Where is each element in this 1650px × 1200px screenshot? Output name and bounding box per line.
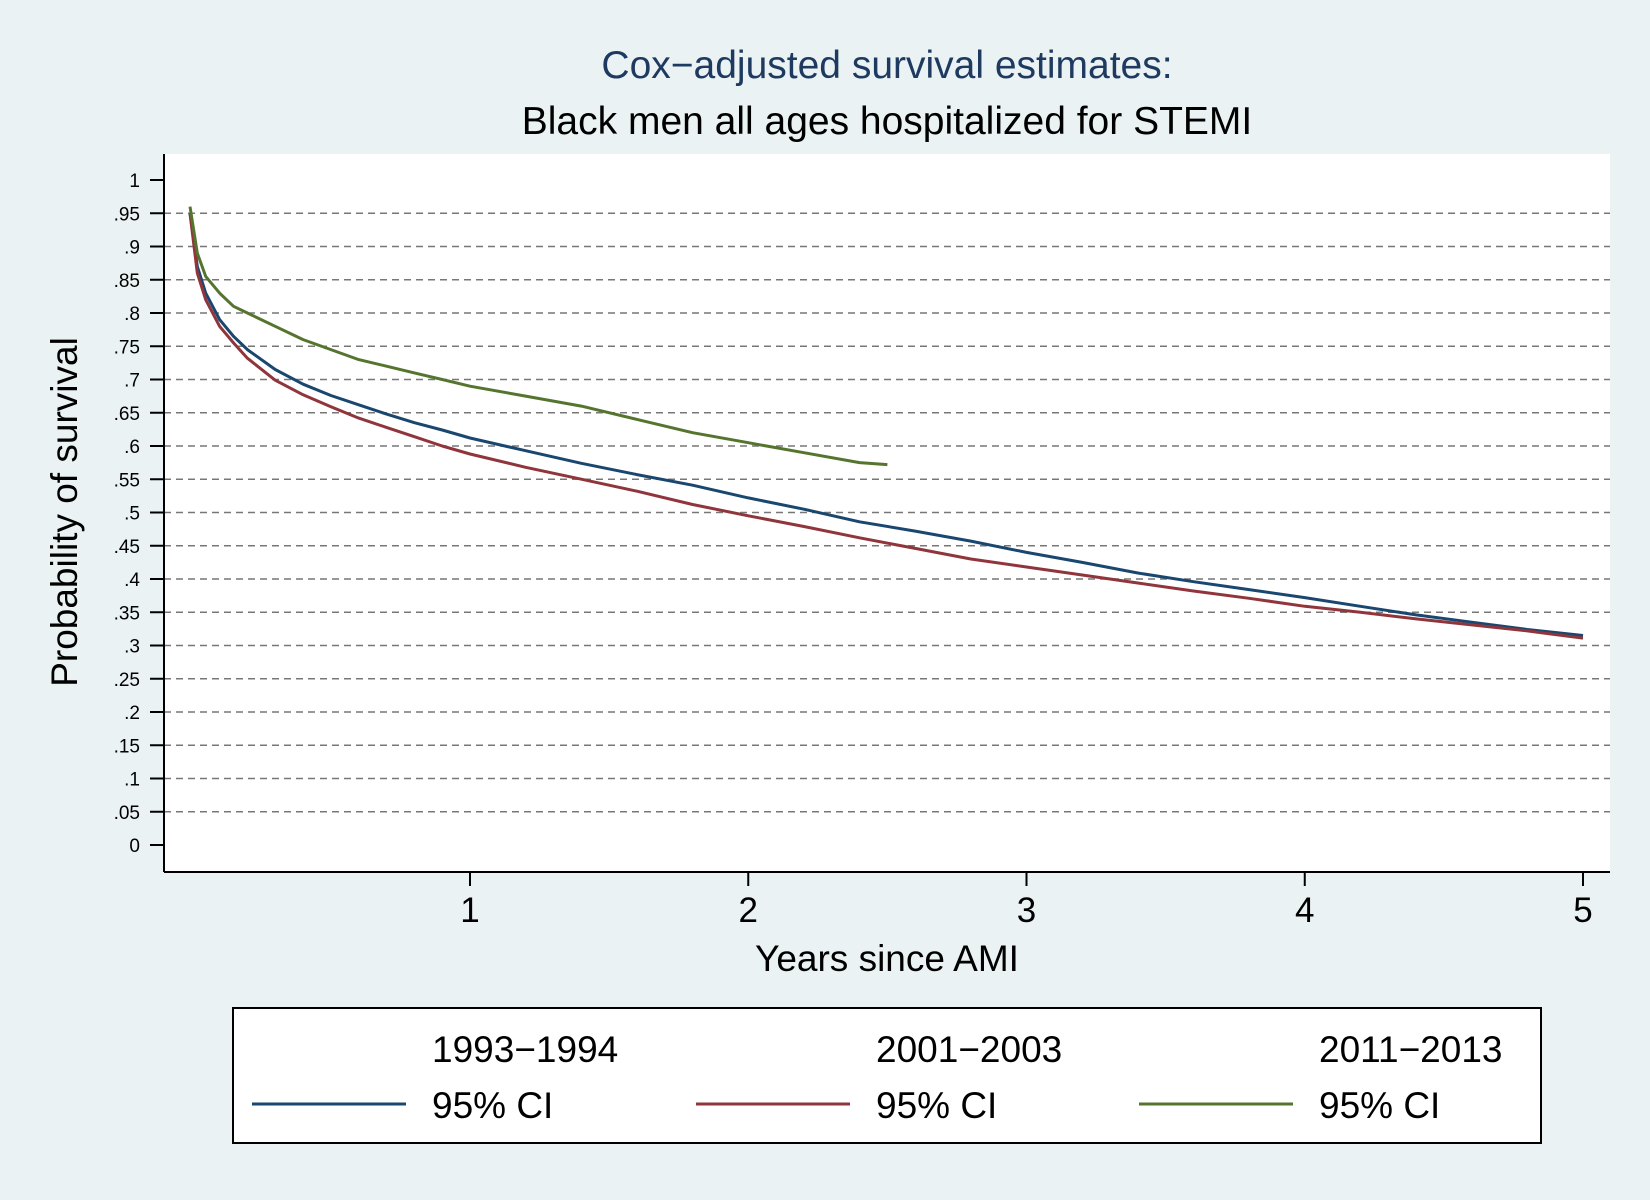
legend-ci-label-1: 95% CI — [432, 1085, 553, 1126]
x-ticks: 1 2 3 4 5 — [460, 872, 1593, 930]
grid-lines — [164, 212, 1610, 813]
y-tick-label: .2 — [124, 703, 140, 724]
x-tick-label: 3 — [1017, 891, 1036, 930]
series-line-2 — [188, 213, 1584, 640]
y-tick-label: 0 — [129, 836, 140, 857]
y-tick-label: .25 — [114, 670, 140, 691]
y-ticks: 0 .05 .1 .15 .2 .25 .3 .35 .4 .45 .5 .55 .6 .65 .7 .75.… — [114, 171, 164, 857]
y-tick-label: .6 — [124, 437, 140, 458]
y-tick-label: 1 — [129, 171, 140, 192]
y-tick-label: .5 — [124, 504, 140, 525]
y-tick-label: .7 — [124, 371, 140, 392]
legend-box — [232, 1007, 1542, 1144]
x-axis-label: Years since AMI — [755, 938, 1019, 979]
x-tick-label: 4 — [1295, 891, 1314, 930]
y-tick-label: .35 — [114, 603, 140, 624]
y-tick-label: .4 — [124, 570, 140, 591]
y-tick-label: .8 — [124, 304, 140, 325]
y-axis-label: Probability of survival — [44, 337, 85, 687]
legend-ci-label-2: 95% CI — [876, 1085, 997, 1126]
series-line-3 — [188, 206, 888, 467]
chart-subtitle: Black men all ages hospitalized for STEM… — [522, 100, 1253, 143]
y-tick-label: .75 — [114, 337, 140, 358]
legend-label-1: 1993−1994 — [432, 1029, 618, 1070]
x-tick-label: 2 — [739, 891, 758, 930]
y-tick-label: .65 — [114, 404, 140, 425]
chart-title: Cox−adjusted survival estimates: — [601, 44, 1172, 87]
legend: 1993−1994 95% CI 2001−2003 95% CI 2011−2013 9… — [252, 1029, 1502, 1126]
y-tick-label: .05 — [114, 803, 140, 824]
y-tick-label: .15 — [114, 736, 140, 757]
x-tick-label: 1 — [460, 891, 479, 930]
y-tick-label: .55 — [114, 470, 140, 491]
series-lines — [188, 206, 1584, 640]
y-tick-label: .9 — [124, 238, 140, 259]
y-tick-label: .95 — [114, 204, 140, 225]
y-tick-label: .45 — [114, 537, 140, 558]
y-tick-label: .1 — [124, 770, 140, 791]
x-tick-label: 5 — [1573, 891, 1592, 930]
legend-ci-label-3: 95% CI — [1319, 1085, 1440, 1126]
legend-label-2: 2001−2003 — [876, 1029, 1062, 1070]
y-tick-label: .85 — [114, 271, 140, 292]
series-line-1 — [188, 213, 1584, 637]
legend-label-3: 2011−2013 — [1319, 1029, 1502, 1070]
y-tick-label: .3 — [124, 637, 140, 658]
